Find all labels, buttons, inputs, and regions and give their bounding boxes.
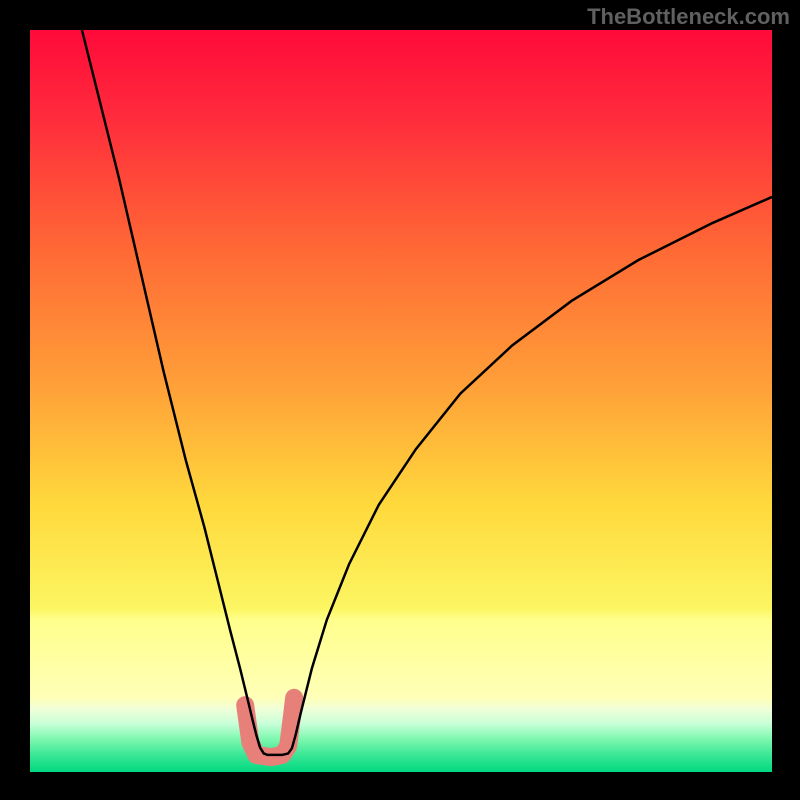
bottleneck-curve [82, 30, 772, 755]
plot-area [30, 30, 772, 772]
bottleneck-marker [245, 698, 294, 757]
curve-layer [30, 30, 772, 772]
chart-container: TheBottleneck.com [0, 0, 800, 800]
watermark-text: TheBottleneck.com [587, 4, 790, 30]
